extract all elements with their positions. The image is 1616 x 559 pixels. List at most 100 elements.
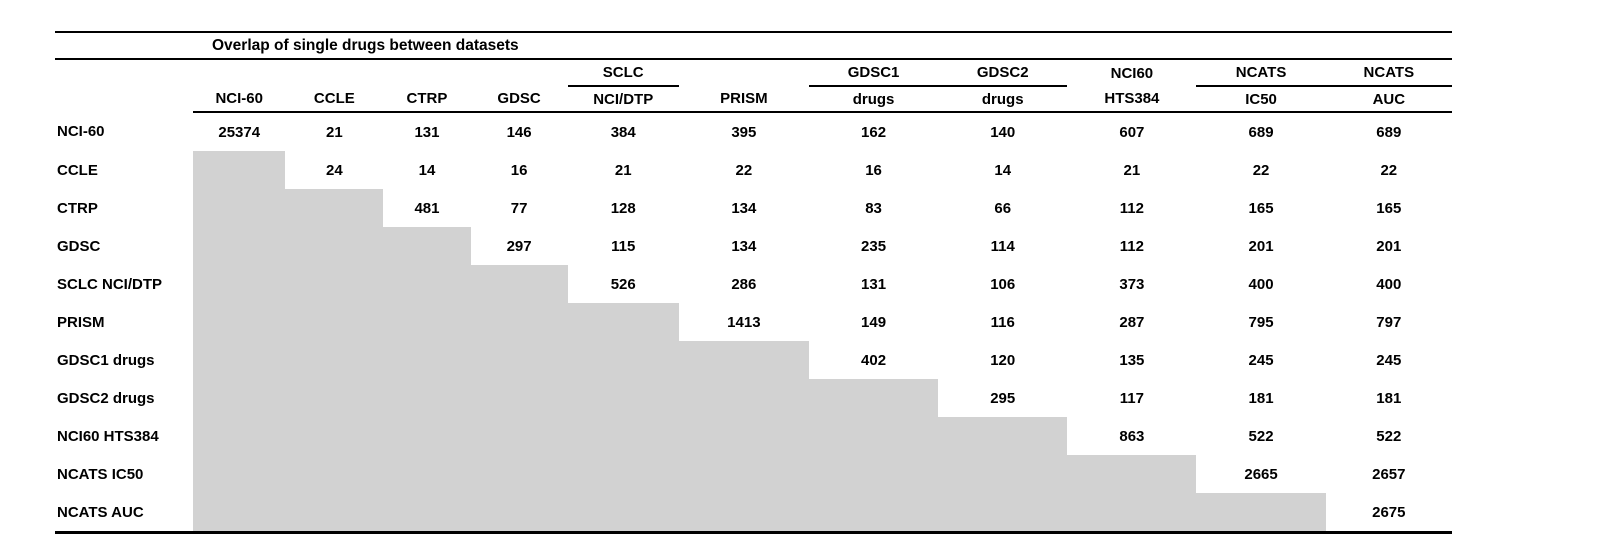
column-header-top	[471, 59, 568, 86]
shaded-cell	[193, 493, 286, 534]
matrix-cell: 689	[1248, 123, 1274, 141]
shaded-cell	[383, 227, 471, 265]
matrix-cell: 481	[414, 199, 440, 217]
shaded-cell	[383, 455, 471, 493]
column-header-top	[383, 59, 470, 86]
matrix-cell: 116	[990, 313, 1015, 331]
shaded-cell	[567, 341, 679, 379]
corner-cell	[55, 59, 193, 86]
matrix-cell: 522	[1248, 427, 1274, 445]
column-header-top	[193, 59, 285, 86]
row-label: NCI-60	[57, 123, 105, 140]
matrix-cell: 181	[1248, 389, 1274, 407]
column-header-top: SCLC	[567, 59, 679, 87]
column-header: CCLE	[285, 86, 384, 113]
row-label: NCATS IC50	[57, 465, 144, 483]
matrix-cell: 245	[1376, 351, 1402, 369]
matrix-cell: 16	[865, 161, 882, 179]
column-header: AUC	[1325, 86, 1452, 113]
matrix-cell: 795	[1248, 313, 1274, 331]
title-row: Overlap of single drugs between datasets	[55, 31, 1452, 60]
column-header: IC50	[1196, 86, 1326, 113]
matrix-cell: 112	[1119, 237, 1144, 255]
column-header-top: NCATS	[1325, 59, 1452, 87]
shaded-cell	[938, 417, 1068, 455]
matrix-cell: 22	[735, 161, 753, 179]
column-header: NCI-60	[193, 86, 286, 113]
shaded-cell	[938, 493, 1068, 534]
shaded-cell	[285, 379, 384, 417]
matrix-cell: 115	[611, 237, 636, 255]
column-header-top: GDSC1	[808, 59, 939, 87]
matrix-cell: 112	[1119, 199, 1144, 217]
matrix-cell: 863	[1119, 427, 1145, 445]
column-header-top	[285, 59, 383, 86]
table-row: CTRP 481 77 128 134 83 66 112 165 165	[55, 189, 1452, 227]
matrix-cell: 117	[1119, 389, 1144, 407]
table-row: GDSC 297 115 134 235 114 112 201 201	[55, 227, 1452, 265]
matrix-cell: 25374	[218, 123, 261, 141]
shaded-cell	[193, 455, 286, 493]
matrix-cell: 2675	[1325, 493, 1452, 534]
column-header: CTRP	[383, 86, 471, 113]
shaded-cell	[678, 493, 809, 534]
matrix-cell: 165	[1376, 199, 1402, 217]
matrix-cell: 77	[510, 199, 528, 217]
row-label: NCATS AUC	[55, 493, 194, 534]
shaded-cell	[285, 227, 384, 265]
shaded-cell	[383, 303, 471, 341]
shaded-cell	[285, 455, 384, 493]
shaded-cell	[470, 379, 568, 417]
matrix-cell: 146	[506, 123, 532, 141]
shaded-cell	[808, 379, 939, 417]
shaded-cell	[193, 379, 286, 417]
shaded-cell	[383, 341, 471, 379]
table-title: Overlap of single drugs between datasets	[55, 31, 1452, 60]
matrix-cell: 522	[1376, 427, 1402, 445]
matrix-cell: 373	[1119, 275, 1145, 293]
shaded-cell	[567, 493, 679, 534]
matrix-cell: 201	[1248, 237, 1274, 255]
overlap-table: Overlap of single drugs between datasets…	[55, 31, 1452, 534]
shaded-cell	[808, 455, 939, 493]
matrix-cell: 165	[1248, 199, 1274, 217]
column-header: GDSC	[470, 86, 568, 113]
shaded-cell	[285, 189, 384, 227]
shaded-cell	[285, 417, 384, 455]
shaded-cell	[567, 303, 679, 341]
row-label: CTRP	[57, 199, 98, 217]
shaded-cell	[938, 455, 1068, 493]
shaded-cell	[285, 303, 384, 341]
matrix-cell: 66	[994, 199, 1012, 217]
shaded-cell	[193, 417, 286, 455]
row-label: GDSC1 drugs	[57, 351, 155, 369]
matrix-cell: 162	[861, 123, 887, 141]
matrix-cell: 21	[614, 161, 632, 179]
shaded-cell	[193, 303, 286, 341]
matrix-cell: 297	[506, 237, 532, 255]
matrix-cell: 134	[731, 199, 757, 217]
matrix-cell: 131	[414, 123, 440, 141]
shaded-cell	[470, 455, 568, 493]
shaded-cell	[678, 379, 809, 417]
matrix-cell: 201	[1376, 237, 1402, 255]
matrix-cell: 14	[418, 161, 436, 179]
matrix-cell: 287	[1119, 313, 1145, 331]
matrix-cell: 797	[1376, 313, 1402, 331]
matrix-cell: 140	[990, 123, 1016, 141]
row-label: GDSC2 drugs	[57, 389, 155, 407]
matrix-cell: 400	[1376, 275, 1402, 293]
column-header: PRISM	[678, 86, 809, 113]
table-row: PRISM 1413 149 116 287 795 797	[55, 303, 1452, 341]
row-label: NCI60 HTS384	[57, 427, 159, 445]
row-label: PRISM	[57, 313, 105, 331]
shaded-cell	[383, 379, 471, 417]
table-row: NCI-60 25374 21 131 146 384 395 162 140 607 689 689	[55, 112, 1452, 151]
corner-cell	[55, 86, 193, 112]
shaded-cell	[567, 379, 679, 417]
header-row-bottom: NCI-60 CCLE CTRP GDSC NCI/DTP PRISM drugs drugs…	[55, 86, 1452, 113]
table-row: NCI60 HTS384 863 522 522	[55, 417, 1452, 455]
matrix-cell: 120	[990, 351, 1016, 369]
matrix-cell: 131	[861, 275, 887, 293]
